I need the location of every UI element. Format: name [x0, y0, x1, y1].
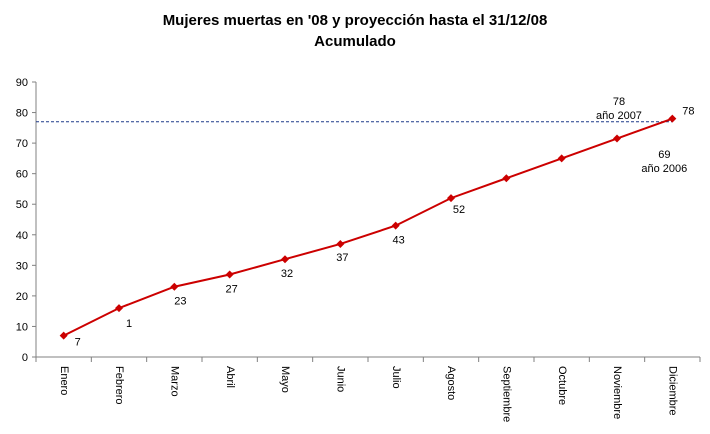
annotation-2007-label: año 2007: [596, 110, 642, 122]
data-point: [170, 282, 179, 291]
data-point: [59, 331, 68, 340]
x-tick-label: Junio: [334, 366, 346, 392]
x-tick-label: Diciembre: [666, 366, 678, 416]
y-tick-label: 70: [16, 138, 28, 150]
chart-subtitle: Acumulado: [314, 33, 396, 50]
data-label: 37: [336, 252, 348, 264]
y-tick-label: 80: [16, 108, 28, 120]
data-label: 52: [453, 204, 465, 216]
y-tick-label: 30: [16, 260, 28, 272]
x-tick-label: Mayo: [279, 366, 291, 393]
annotation-2006-label: año 2006: [641, 163, 687, 175]
data-label: 78: [682, 106, 694, 118]
data-label: 23: [174, 296, 186, 308]
data-point: [225, 270, 234, 279]
y-tick-label: 90: [16, 77, 28, 89]
y-tick-label: 50: [16, 199, 28, 211]
data-point: [115, 304, 123, 313]
data-label: 27: [226, 284, 238, 296]
data-point: [502, 174, 511, 183]
data-point: [613, 134, 621, 143]
y-tick-label: 40: [16, 230, 28, 242]
data-label: 43: [393, 235, 405, 247]
y-tick-label: 0: [22, 352, 28, 364]
x-tick-label: Marzo: [168, 366, 180, 397]
x-tick-label: Enero: [58, 366, 70, 395]
x-tick-label: Octubre: [556, 366, 568, 405]
chart-title: Mujeres muertas en '08 y proyección hast…: [162, 12, 548, 29]
x-tick-label: Abril: [224, 366, 236, 388]
y-tick-label: 60: [16, 169, 28, 181]
x-tick-label: Septiembre: [500, 366, 512, 422]
series-line: [63, 117, 673, 337]
x-tick-label: Febrero: [113, 366, 125, 405]
y-tick-label: 10: [16, 321, 28, 333]
annotation-2006-value: 69: [658, 149, 670, 161]
data-point: [668, 114, 677, 123]
data-label: 7: [75, 337, 81, 349]
data-point: [447, 194, 455, 203]
data-point: [557, 154, 566, 163]
data-point: [281, 255, 289, 264]
x-tick-label: Noviembre: [611, 366, 623, 419]
x-tick-label: Julio: [390, 366, 402, 389]
data-label: 1: [126, 318, 132, 330]
y-tick-label: 20: [16, 291, 28, 303]
data-label: 32: [281, 268, 293, 280]
data-point: [336, 239, 345, 248]
annotation-2007-value: 78: [613, 96, 625, 108]
data-point: [391, 221, 400, 230]
x-tick-label: Agosto: [445, 366, 457, 400]
